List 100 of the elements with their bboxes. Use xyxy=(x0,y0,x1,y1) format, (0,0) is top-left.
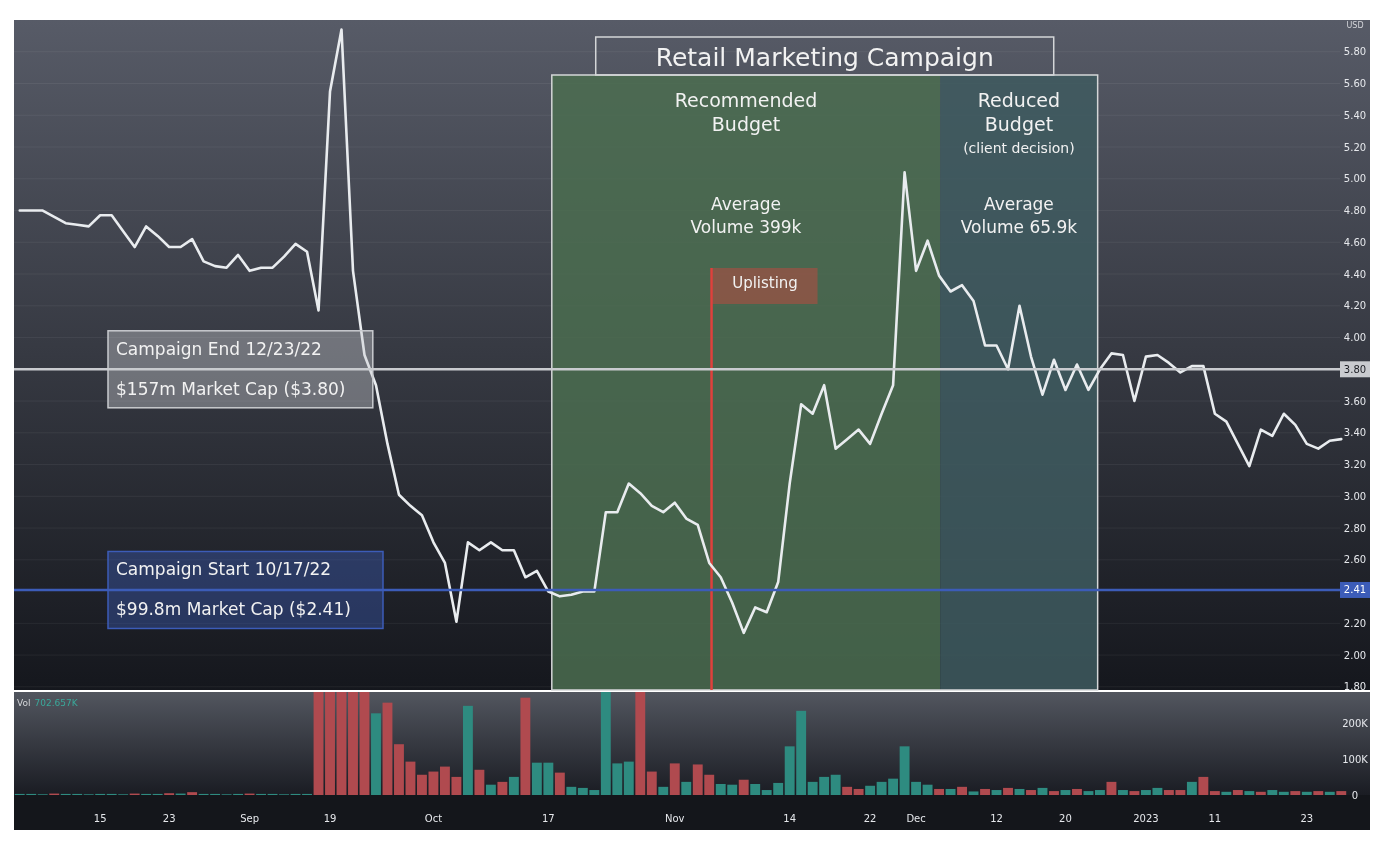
bar xyxy=(405,761,416,795)
bar xyxy=(313,692,324,795)
bar xyxy=(1232,790,1243,795)
x-tick-label: Sep xyxy=(240,813,260,824)
x-tick-label: Nov xyxy=(665,813,685,824)
x-tick-label: 2023 xyxy=(1133,813,1159,824)
x-tick-label: 23 xyxy=(1300,813,1314,824)
x-tick-label: 15 xyxy=(93,813,107,824)
y-axis-title: USD xyxy=(1346,21,1364,30)
bar xyxy=(1198,776,1209,795)
y-tick-label: 3.60 xyxy=(1343,395,1367,407)
y-tick-label: 5.00 xyxy=(1343,173,1367,185)
y-tick-label: 3.40 xyxy=(1343,427,1367,439)
y-tick-label: 5.60 xyxy=(1343,78,1367,90)
y-tick-label: 4.40 xyxy=(1343,268,1367,280)
ref-line-label: 2.41 xyxy=(1343,584,1367,596)
annotation: Campaign End 12/23/22 $157m Market Cap ($3.80) xyxy=(116,338,346,399)
bar xyxy=(957,786,967,795)
y-tick-label: 4.80 xyxy=(1343,205,1367,217)
bar xyxy=(646,771,657,795)
bar xyxy=(658,786,669,795)
bar xyxy=(1014,788,1025,795)
bar xyxy=(497,781,508,795)
x-tick-label: Dec xyxy=(906,813,926,824)
bar xyxy=(1267,790,1278,795)
bar xyxy=(1301,791,1312,795)
bar xyxy=(1117,790,1128,795)
bar xyxy=(1278,791,1289,795)
bar xyxy=(853,788,864,795)
y-tick-label: 4.20 xyxy=(1343,300,1367,312)
bar xyxy=(508,776,519,795)
annotation: Uplisting xyxy=(732,274,798,292)
line-series xyxy=(18,28,1343,635)
x-tick-label: 23 xyxy=(162,813,176,824)
bar xyxy=(1037,787,1048,795)
bar xyxy=(325,692,335,795)
bar xyxy=(1026,790,1036,795)
y-tick-label: 2.20 xyxy=(1343,617,1367,629)
annotation: Reduced Budget xyxy=(977,89,1061,135)
x-tick-label: 14 xyxy=(783,813,797,824)
y-tick-label: 5.80 xyxy=(1343,46,1367,58)
bar xyxy=(1186,781,1197,795)
bar xyxy=(187,792,198,795)
y-tick-label: 1.80 xyxy=(1343,681,1367,693)
ref-line-label: 3.80 xyxy=(1343,363,1367,375)
x-tick-label: 17 xyxy=(541,813,555,824)
bar xyxy=(968,791,979,795)
bar xyxy=(1255,791,1266,795)
bar xyxy=(922,784,933,795)
y-tick-label: 3.20 xyxy=(1343,459,1367,471)
bar xyxy=(371,713,381,795)
bar xyxy=(623,761,634,795)
y-tick-label: 0 xyxy=(1351,789,1359,801)
bar xyxy=(1290,791,1301,795)
bar xyxy=(681,781,692,795)
bar xyxy=(1244,791,1255,795)
bar xyxy=(1324,791,1335,795)
bar xyxy=(830,774,841,795)
bar xyxy=(1336,791,1347,795)
bar xyxy=(865,785,876,795)
y-tick-label: 3.00 xyxy=(1343,490,1367,502)
bar xyxy=(1221,791,1232,795)
bar xyxy=(359,692,370,795)
bar xyxy=(1106,781,1117,795)
bar xyxy=(1313,791,1324,795)
bar xyxy=(1209,791,1220,795)
annotation: Campaign Start 10/17/22 $99.8m Market Cap ($2.41) xyxy=(116,559,351,620)
x-tick-label: 12 xyxy=(990,813,1003,824)
annotation: Average Volume 399k xyxy=(690,194,802,237)
annotation: (client decision) xyxy=(963,140,1075,156)
x-tick-label: 11 xyxy=(1208,813,1222,824)
bar xyxy=(1060,790,1071,795)
bar xyxy=(1129,791,1140,795)
bar xyxy=(566,786,577,795)
bar xyxy=(738,779,749,795)
bar xyxy=(991,790,1002,795)
y-tick-label: 200K xyxy=(1342,718,1369,730)
y-tick-label: 4.60 xyxy=(1343,236,1367,248)
bar xyxy=(474,769,485,795)
x-tick-label: 22 xyxy=(863,813,877,824)
y-tick-label: 2.80 xyxy=(1343,522,1367,534)
bar xyxy=(485,784,496,795)
y-tick-label: 5.40 xyxy=(1343,109,1367,121)
bar xyxy=(520,697,531,795)
bar xyxy=(336,692,347,795)
bar xyxy=(1003,787,1013,795)
x-tick-label: Oct xyxy=(424,813,443,824)
bar xyxy=(1072,788,1082,795)
bar xyxy=(1049,791,1059,795)
bar xyxy=(554,772,565,795)
bar xyxy=(980,788,990,795)
y-tick-label: 2.60 xyxy=(1343,554,1367,566)
annotation: Vol 702.657K xyxy=(17,698,79,708)
annotation: Recommended Budget xyxy=(674,89,818,135)
bar xyxy=(669,763,680,795)
y-tick-label: 5.20 xyxy=(1343,141,1367,153)
bar xyxy=(348,692,358,795)
bar xyxy=(750,783,761,795)
x-tick-label: 19 xyxy=(323,813,337,824)
bar xyxy=(394,744,404,795)
